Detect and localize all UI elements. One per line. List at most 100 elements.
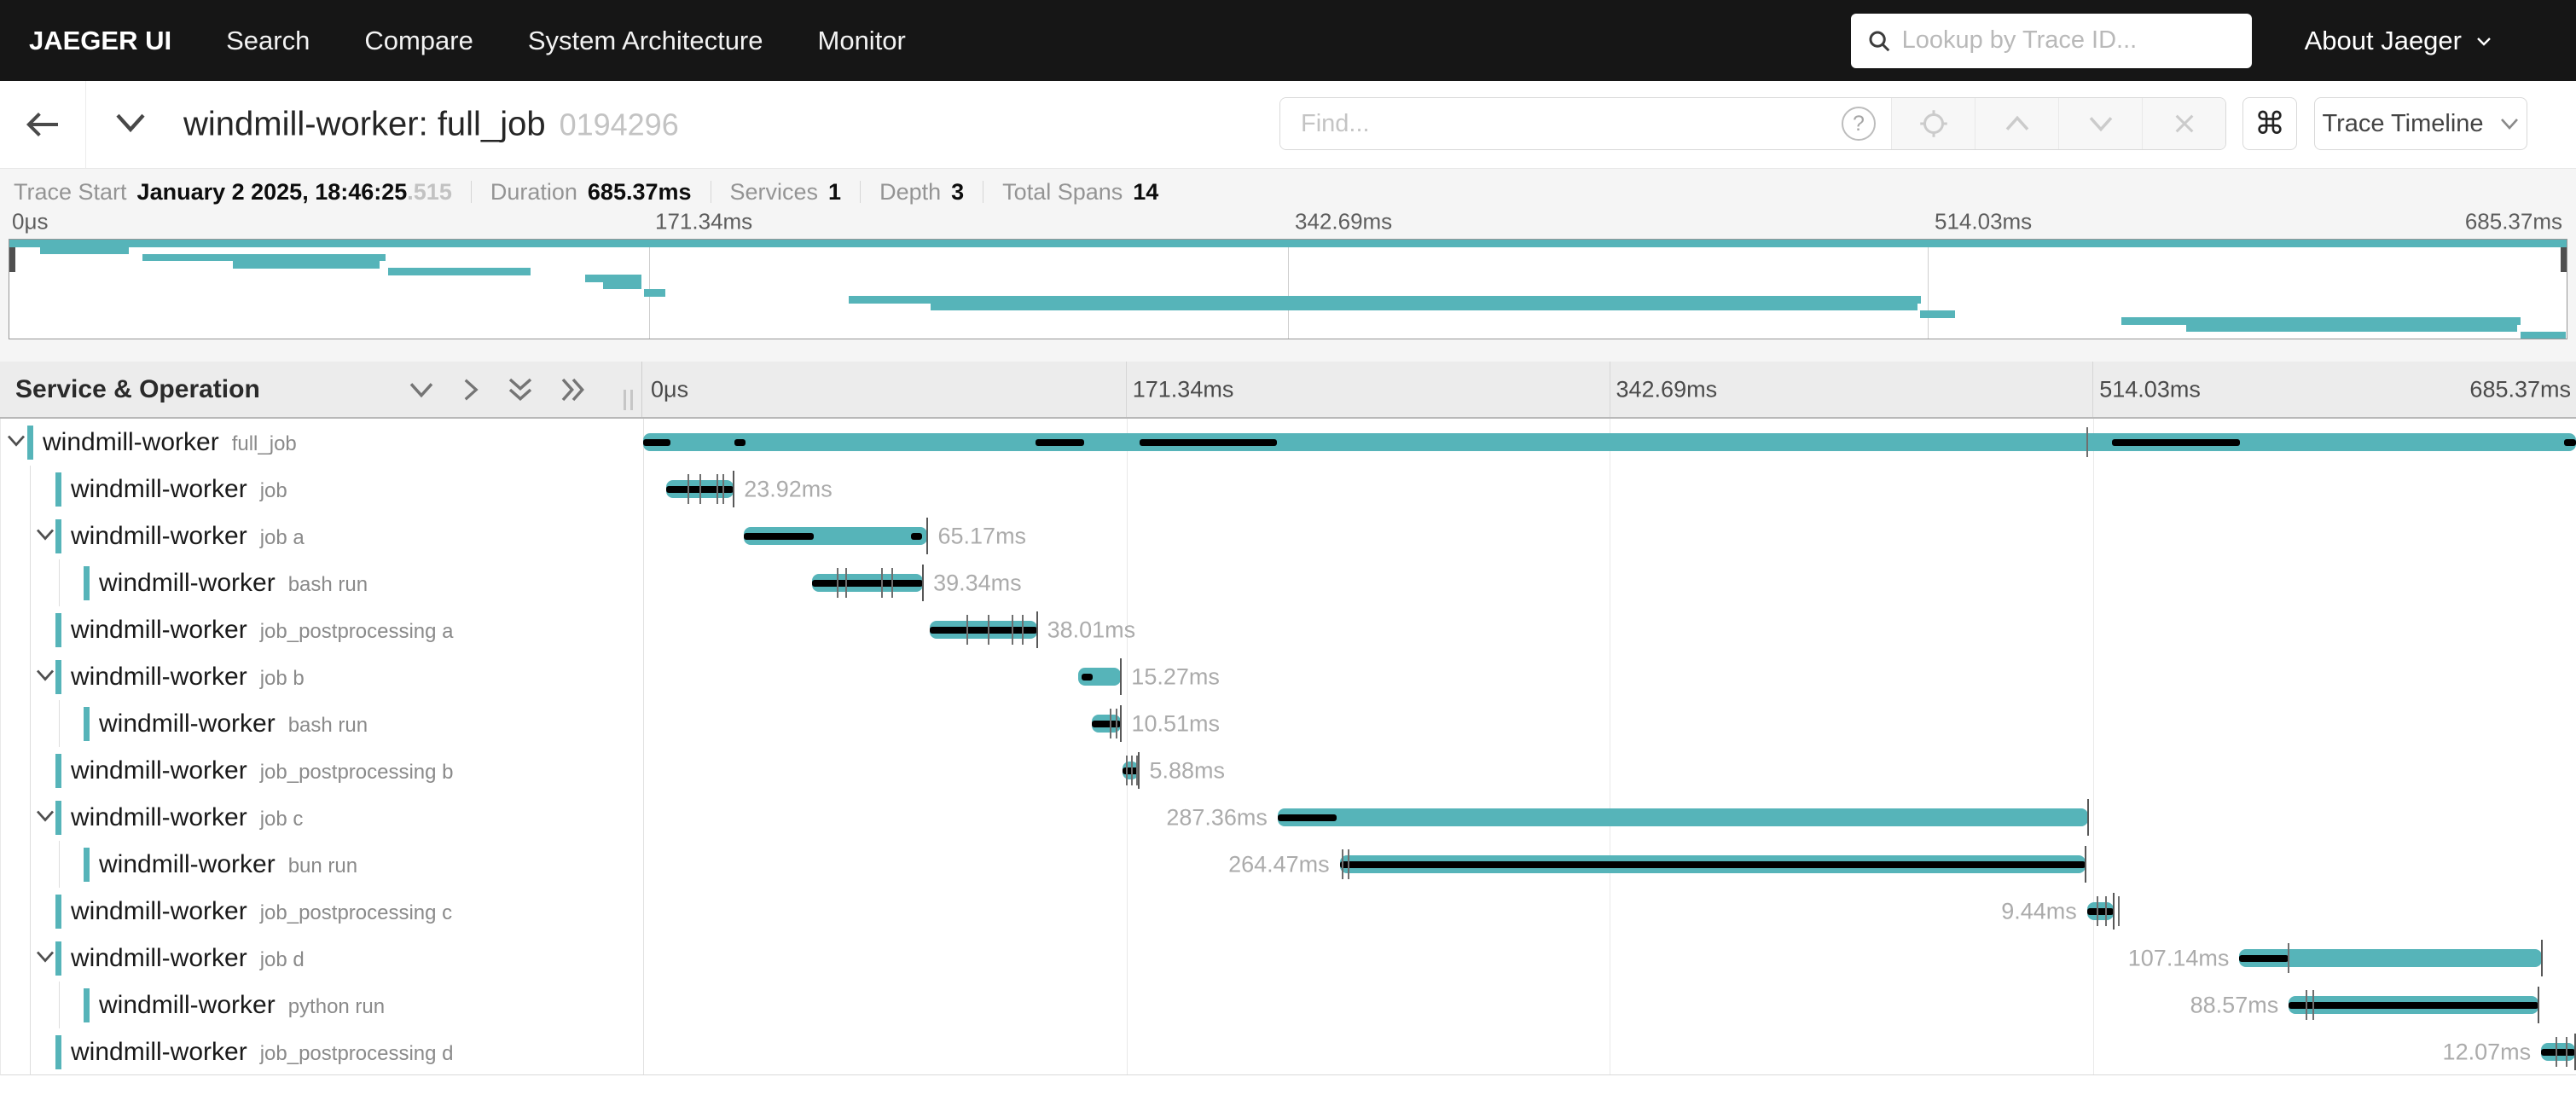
span-bar-cell: 10.51ms xyxy=(643,700,2576,747)
span-name-cell[interactable]: windmill-worker full_job xyxy=(1,419,643,466)
span-duration-label: 9.44ms xyxy=(2001,898,2077,924)
nav-item-search[interactable]: Search xyxy=(226,25,310,55)
summary-value: 685.37ms xyxy=(587,178,692,205)
span-name: windmill-worker job_postprocessing b xyxy=(71,756,454,785)
span-row[interactable]: windmill-worker job a 65.17ms xyxy=(1,513,2576,559)
indent-guide xyxy=(30,794,31,841)
span-row[interactable]: windmill-worker job c 287.36ms xyxy=(1,794,2576,841)
span-duration-label: 10.51ms xyxy=(1131,710,1220,736)
expand-one-icon[interactable] xyxy=(461,377,481,403)
span-bar[interactable] xyxy=(1339,846,2087,883)
span-row[interactable]: windmill-worker job_postprocessing d 12.07… xyxy=(1,1028,2576,1075)
span-name-cell[interactable]: windmill-worker job c xyxy=(1,794,643,841)
span-name-cell[interactable]: windmill-worker job_postprocessing d xyxy=(1,1028,643,1075)
trace-view-selector[interactable]: Trace Timeline xyxy=(2314,97,2527,150)
span-name-cell[interactable]: windmill-worker bash run xyxy=(1,559,643,606)
summary-label: Depth xyxy=(879,178,942,205)
find-input[interactable] xyxy=(1280,98,1826,149)
span-bar[interactable] xyxy=(2289,987,2540,1023)
service-color-bar xyxy=(84,988,90,1022)
span-name-cell[interactable]: windmill-worker job a xyxy=(1,513,643,559)
nav-item-system-architecture[interactable]: System Architecture xyxy=(527,25,763,55)
span-name-cell[interactable]: windmill-worker job d xyxy=(1,935,643,982)
clear-find-button[interactable] xyxy=(2142,98,2225,149)
span-bar[interactable] xyxy=(1277,799,2089,836)
span-row[interactable]: windmill-worker bun run 264.47ms xyxy=(1,841,2576,888)
span-row[interactable]: windmill-worker python run 88.57ms xyxy=(1,982,2576,1028)
span-row[interactable]: windmill-worker full_job xyxy=(1,419,2576,466)
column-resize-handle[interactable] xyxy=(624,390,633,410)
nav-item-monitor[interactable]: Monitor xyxy=(817,25,906,55)
span-row[interactable]: windmill-worker bash run 39.34ms xyxy=(1,559,2576,606)
critical-path-segment xyxy=(2541,1049,2575,1056)
span-bar[interactable] xyxy=(929,611,1038,648)
timeline-minimap[interactable] xyxy=(9,239,2567,339)
trace-id-input[interactable] xyxy=(1901,26,2237,55)
span-bar-cell: 39.34ms xyxy=(643,559,2576,606)
span-name-cell[interactable]: windmill-worker python run xyxy=(1,982,643,1028)
span-collapse-chevron[interactable] xyxy=(35,668,55,686)
span-bar[interactable] xyxy=(2239,940,2543,976)
operation-name: bash run xyxy=(287,572,368,596)
span-bar-cell: 88.57ms xyxy=(643,982,2576,1028)
span-bar[interactable] xyxy=(812,565,925,601)
span-row[interactable]: windmill-worker job 23.92ms xyxy=(1,466,2576,513)
operation-name: full_job xyxy=(231,431,297,455)
summary-label: Duration xyxy=(490,178,577,205)
collapse-all-icon[interactable] xyxy=(507,376,534,403)
span-name-cell[interactable]: windmill-worker job_postprocessing c xyxy=(1,888,643,935)
span-name-cell[interactable]: windmill-worker bash run xyxy=(1,700,643,747)
span-bar[interactable] xyxy=(2086,893,2121,930)
ruler-tick-label: 514.03ms xyxy=(2099,376,2201,402)
span-row[interactable]: windmill-worker job_postprocessing b 5.88m… xyxy=(1,747,2576,794)
back-button[interactable] xyxy=(0,81,86,168)
nav-item-compare[interactable]: Compare xyxy=(364,25,473,55)
span-row[interactable]: windmill-worker job b 15.27ms xyxy=(1,653,2576,700)
keyboard-shortcuts-button[interactable]: ⌘ xyxy=(2242,97,2297,150)
span-name: windmill-worker bun run xyxy=(99,850,357,879)
timeline-ruler: 0μs 171.34ms 342.69ms 514.03ms 685.37ms xyxy=(642,362,2576,417)
minimap-span-bar xyxy=(2186,324,2517,333)
viewport-left-handle[interactable] xyxy=(9,240,15,272)
log-marker xyxy=(988,615,990,645)
expand-all-icon[interactable] xyxy=(560,376,587,403)
about-jaeger-menu[interactable]: About Jaeger xyxy=(2305,26,2494,56)
span-collapse-chevron[interactable] xyxy=(35,527,55,546)
trace-id: 0194296 xyxy=(559,107,679,142)
span-row[interactable]: windmill-worker job d 107.14ms xyxy=(1,935,2576,982)
prev-match-button[interactable] xyxy=(1975,98,2058,149)
next-match-button[interactable] xyxy=(2058,98,2142,149)
span-end-marker xyxy=(2574,1034,2576,1070)
span-bar[interactable] xyxy=(1123,752,1140,789)
span-collapse-chevron[interactable] xyxy=(35,949,55,968)
collapse-trace-details-button[interactable] xyxy=(113,111,148,139)
span-name-cell[interactable]: windmill-worker job b xyxy=(1,653,643,700)
span-name-cell[interactable]: windmill-worker job xyxy=(1,466,643,513)
trace-id-search[interactable] xyxy=(1850,13,2252,68)
viewport-right-handle[interactable] xyxy=(2561,240,2567,272)
span-row[interactable]: windmill-worker job_postprocessing c 9.44m… xyxy=(1,888,2576,935)
span-bar[interactable] xyxy=(1077,658,1123,695)
span-name-cell[interactable]: windmill-worker bun run xyxy=(1,841,643,888)
span-end-marker xyxy=(1120,705,1123,742)
span-bar[interactable] xyxy=(744,518,929,554)
span-bar[interactable] xyxy=(1091,705,1123,742)
span-bar[interactable] xyxy=(2541,1034,2576,1070)
span-bar[interactable] xyxy=(643,427,2576,457)
service-color-bar xyxy=(84,848,90,882)
span-row[interactable]: windmill-worker bash run 10.51ms xyxy=(1,700,2576,747)
span-name-cell[interactable]: windmill-worker job_postprocessing b xyxy=(1,747,643,794)
service-color-bar xyxy=(55,613,61,647)
operation-name: job c xyxy=(259,807,304,831)
span-collapse-chevron[interactable] xyxy=(35,808,55,827)
help-icon: ? xyxy=(1842,107,1876,141)
span-bar[interactable] xyxy=(666,471,735,507)
collapse-one-icon[interactable] xyxy=(408,379,435,400)
minimap-span-bar xyxy=(39,246,130,254)
find-help-button[interactable]: ? xyxy=(1826,98,1891,149)
focus-match-button[interactable] xyxy=(1891,98,1975,149)
span-collapse-chevron[interactable] xyxy=(6,433,26,452)
span-row[interactable]: windmill-worker job_postprocessing a 38.01… xyxy=(1,606,2576,653)
span-name-cell[interactable]: windmill-worker job_postprocessing a xyxy=(1,606,643,653)
app-logo[interactable]: JAEGER UI xyxy=(29,25,172,55)
